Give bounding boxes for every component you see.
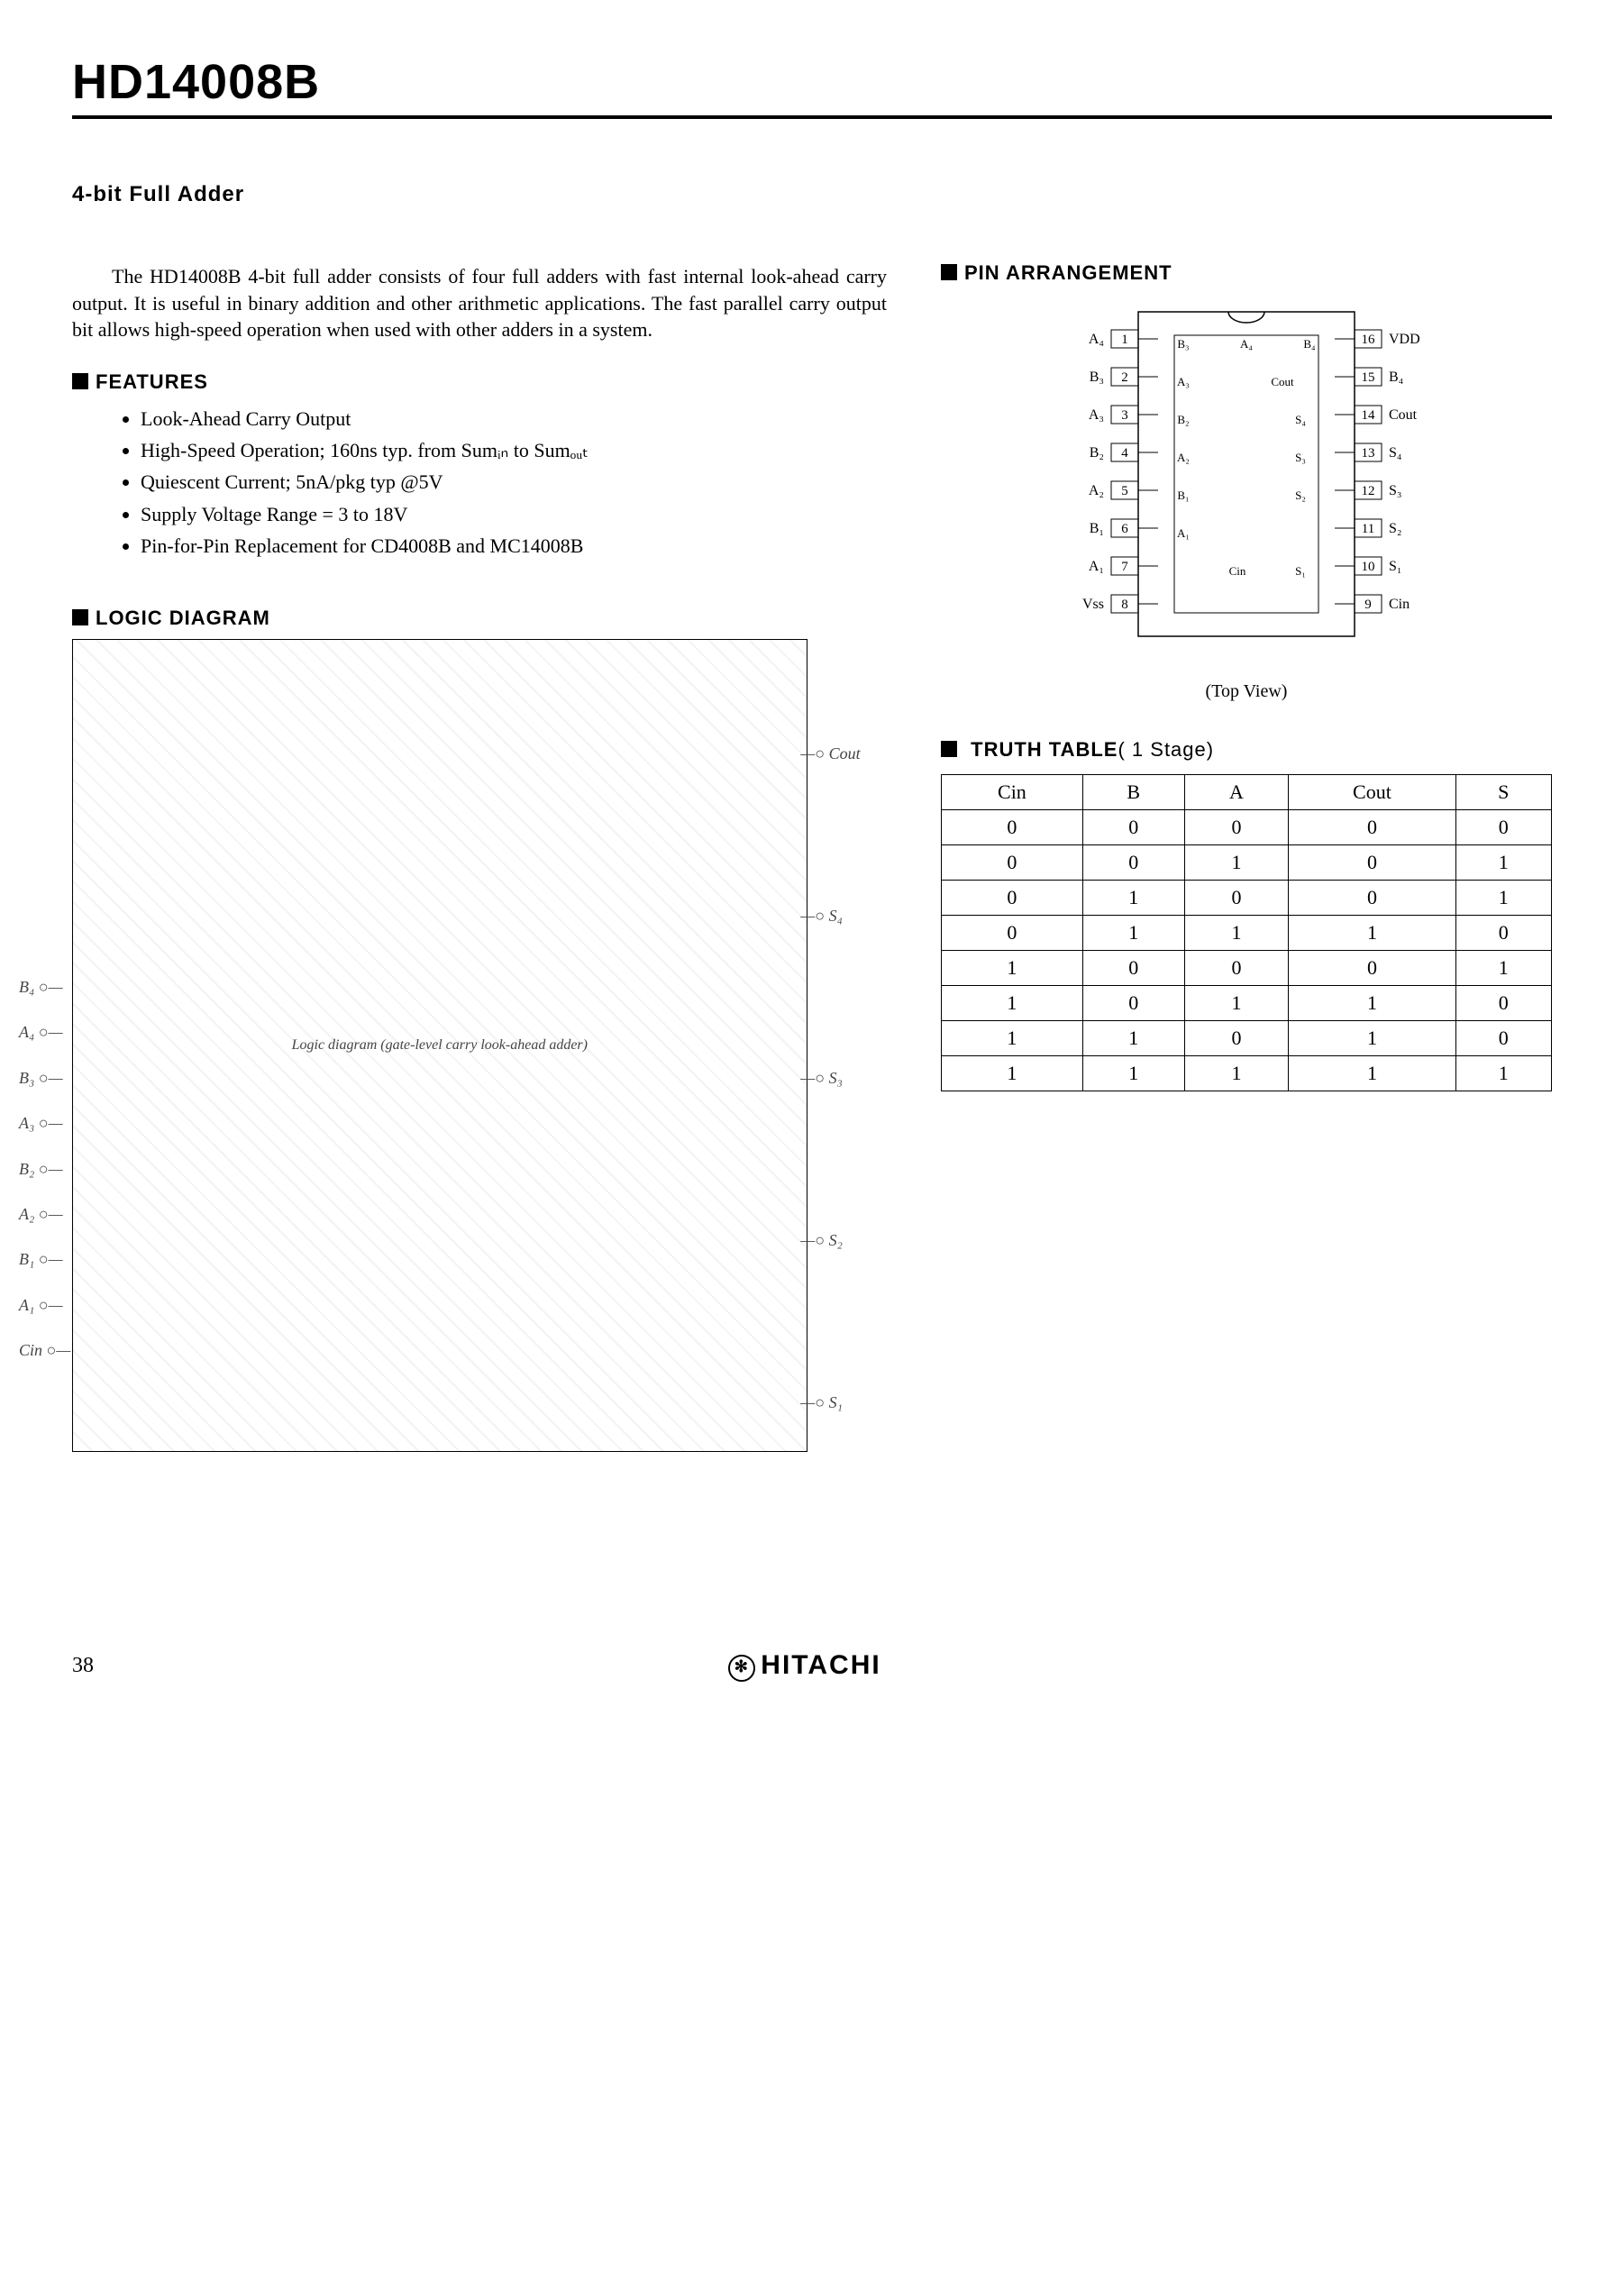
pin-caption: (Top View) <box>941 681 1552 702</box>
svg-text:B₄: B₄ <box>1303 337 1316 351</box>
pin-heading: PIN ARRANGEMENT <box>941 261 1552 285</box>
svg-text:S₃: S₃ <box>1389 483 1401 498</box>
svg-text:A₄: A₄ <box>1240 337 1253 351</box>
svg-text:S₃: S₃ <box>1295 451 1306 464</box>
truth-table: CinBACoutS 00000001010100101110100011011… <box>941 774 1552 1091</box>
brand-logo: ✻HITACHI <box>728 1650 880 1682</box>
svg-text:A₃: A₃ <box>1177 375 1190 388</box>
svg-text:4: 4 <box>1121 446 1128 461</box>
svg-text:A₃: A₃ <box>1089 407 1104 423</box>
svg-text:S₄: S₄ <box>1295 413 1306 426</box>
svg-text:A₁: A₁ <box>1089 559 1104 574</box>
svg-text:B₁: B₁ <box>1090 521 1104 536</box>
feature-item: Quiescent Current; 5nA/pkg typ @5V <box>141 466 887 497</box>
svg-text:16: 16 <box>1362 333 1376 347</box>
svg-text:6: 6 <box>1121 522 1128 536</box>
logic-inputs: B₄ ○—A₄ ○—B₃ ○—A₃ ○—B₂ ○—A₂ ○—B₁ ○—A₁ ○—… <box>19 964 70 1374</box>
logic-diagram-note: Logic diagram (gate-level carry look-ahe… <box>292 1037 588 1054</box>
truth-row: 11111 <box>942 1056 1552 1091</box>
truth-row: 01001 <box>942 881 1552 916</box>
svg-text:B₂: B₂ <box>1177 413 1189 426</box>
logic-diagram: Logic diagram (gate-level carry look-ahe… <box>72 639 807 1452</box>
subtitle: 4-bit Full Adder <box>72 182 1552 207</box>
svg-text:7: 7 <box>1121 560 1128 574</box>
svg-text:5: 5 <box>1121 484 1128 498</box>
truth-col: Cin <box>942 775 1083 810</box>
truth-col: A <box>1184 775 1289 810</box>
svg-text:9: 9 <box>1364 598 1372 612</box>
svg-text:1: 1 <box>1121 333 1128 347</box>
truth-row: 10001 <box>942 951 1552 986</box>
truth-row: 01110 <box>942 916 1552 951</box>
svg-text:11: 11 <box>1362 522 1374 536</box>
svg-text:VDD: VDD <box>1389 332 1420 347</box>
svg-text:B₂: B₂ <box>1090 445 1104 461</box>
feature-item: Look-Ahead Carry Output <box>141 403 887 434</box>
svg-text:10: 10 <box>1362 560 1375 574</box>
truth-col: B <box>1082 775 1184 810</box>
svg-text:Vss: Vss <box>1082 597 1104 612</box>
truth-row: 11010 <box>942 1021 1552 1056</box>
svg-text:S₂: S₂ <box>1389 521 1401 536</box>
truth-heading: TRUTH TABLE( 1 Stage) <box>941 738 1552 762</box>
svg-text:13: 13 <box>1362 446 1375 461</box>
truth-row: 00000 <box>942 810 1552 845</box>
feature-item: Pin-for-Pin Replacement for CD4008B and … <box>141 530 887 561</box>
svg-text:15: 15 <box>1362 370 1375 385</box>
truth-row: 10110 <box>942 986 1552 1021</box>
svg-text:2: 2 <box>1121 370 1128 385</box>
feature-item: High-Speed Operation; 160ns typ. from Su… <box>141 434 887 466</box>
svg-text:B₃: B₃ <box>1090 370 1104 385</box>
intro-text: The HD14008B 4-bit full adder consists o… <box>72 263 887 343</box>
truth-row: 00101 <box>942 845 1552 881</box>
truth-col: S <box>1455 775 1551 810</box>
feature-item: Supply Voltage Range = 3 to 18V <box>141 498 887 530</box>
svg-text:Cin: Cin <box>1389 597 1410 612</box>
svg-text:B₄: B₄ <box>1389 370 1404 385</box>
svg-text:A₂: A₂ <box>1177 451 1190 464</box>
page-title: HD14008B <box>72 54 1552 119</box>
svg-text:12: 12 <box>1362 484 1375 498</box>
logic-outputs: —○ Cout—○ S₄—○ S₃—○ S₂—○ S₁ <box>800 672 860 1483</box>
svg-text:Cout: Cout <box>1389 407 1418 423</box>
svg-text:A₄: A₄ <box>1089 332 1105 347</box>
svg-text:S₁: S₁ <box>1389 559 1401 574</box>
pin-arrangement-diagram: 1 A₄ 2 B₃ 3 A₃ 4 B₂ 5 A₂ 6 B₁ 7 A₁ 8 Vss 16 VDD 15 B₄ 14 Cout… <box>1030 294 1463 672</box>
svg-text:3: 3 <box>1121 408 1128 423</box>
svg-text:S₂: S₂ <box>1295 488 1306 502</box>
svg-text:S₁: S₁ <box>1295 564 1306 578</box>
svg-text:14: 14 <box>1362 408 1376 423</box>
svg-text:B₁: B₁ <box>1177 488 1189 502</box>
features-list: Look-Ahead Carry OutputHigh-Speed Operat… <box>105 403 887 561</box>
truth-col: Cout <box>1289 775 1455 810</box>
svg-text:Cout: Cout <box>1271 375 1294 388</box>
svg-text:A₁: A₁ <box>1177 526 1190 540</box>
svg-text:Cin: Cin <box>1229 564 1246 578</box>
svg-text:B₃: B₃ <box>1177 337 1189 351</box>
logic-heading: LOGIC DIAGRAM <box>72 607 887 630</box>
features-heading: FEATURES <box>72 370 887 394</box>
svg-text:S₄: S₄ <box>1389 445 1402 461</box>
page-number: 38 <box>72 1654 94 1678</box>
svg-text:8: 8 <box>1121 598 1128 612</box>
svg-text:A₂: A₂ <box>1089 483 1104 498</box>
